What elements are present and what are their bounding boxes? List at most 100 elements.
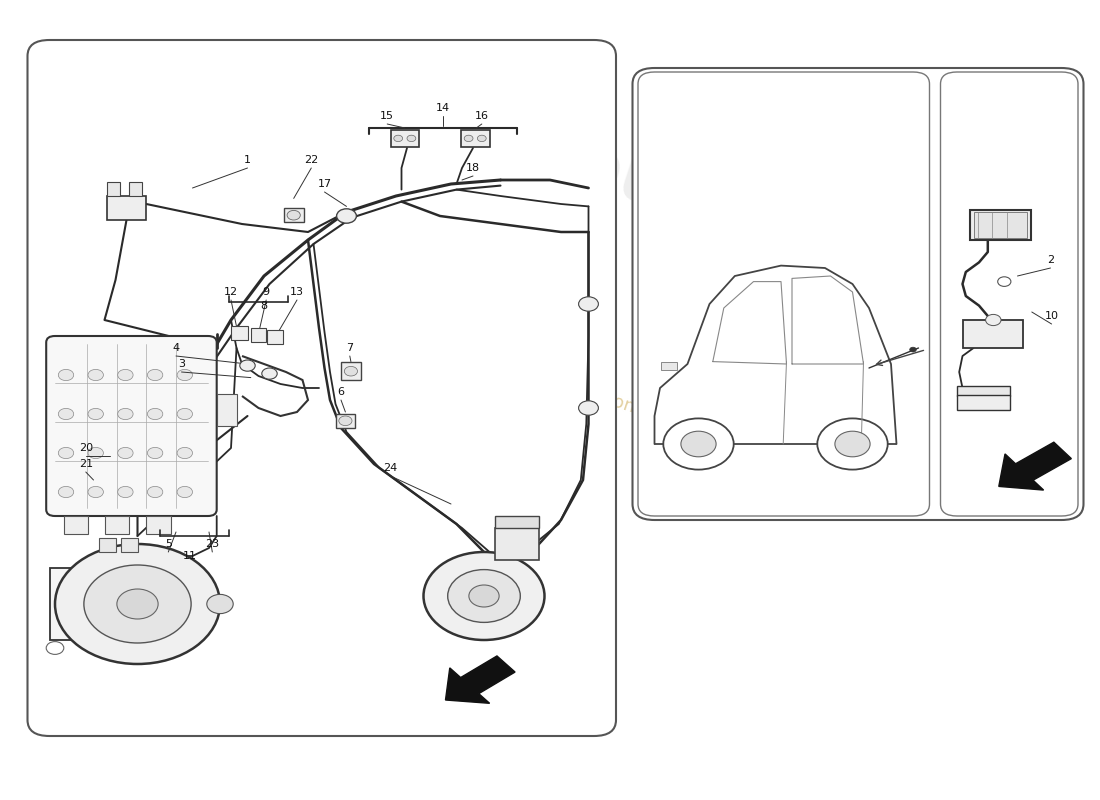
Circle shape: [58, 370, 74, 381]
Text: 23: 23: [206, 539, 219, 549]
Bar: [970, 210, 1031, 240]
Text: 22: 22: [305, 155, 318, 165]
Text: eurospares: eurospares: [564, 129, 1020, 335]
FancyBboxPatch shape: [28, 40, 616, 736]
Circle shape: [835, 431, 870, 457]
Bar: [495, 528, 539, 560]
Bar: [962, 320, 1023, 348]
Circle shape: [910, 347, 916, 352]
Bar: [957, 386, 1010, 396]
Text: 3: 3: [178, 359, 185, 369]
Circle shape: [337, 209, 356, 223]
Circle shape: [986, 314, 1001, 326]
Bar: [661, 362, 676, 370]
Circle shape: [579, 297, 598, 311]
Bar: [957, 395, 1010, 410]
Text: 15: 15: [381, 111, 394, 121]
Text: 13: 13: [290, 287, 304, 297]
Text: 14: 14: [437, 103, 450, 113]
Circle shape: [424, 552, 544, 640]
Text: 6: 6: [338, 387, 344, 397]
Text: 18: 18: [466, 163, 480, 173]
Circle shape: [448, 570, 520, 622]
Circle shape: [55, 544, 220, 664]
Bar: [461, 130, 490, 147]
Circle shape: [58, 447, 74, 458]
Circle shape: [46, 642, 64, 654]
Circle shape: [147, 486, 163, 498]
Circle shape: [177, 408, 192, 419]
Bar: [129, 182, 142, 196]
Text: 12: 12: [224, 287, 238, 297]
Bar: [107, 196, 146, 220]
Bar: [495, 516, 539, 528]
Bar: [104, 516, 129, 534]
Bar: [267, 330, 283, 344]
Bar: [217, 394, 236, 426]
Circle shape: [88, 408, 103, 419]
Circle shape: [344, 366, 358, 376]
Circle shape: [177, 447, 192, 458]
FancyBboxPatch shape: [632, 68, 1084, 520]
Circle shape: [477, 135, 486, 142]
Bar: [284, 208, 304, 222]
Circle shape: [147, 447, 163, 458]
Text: 10: 10: [1045, 311, 1058, 321]
Circle shape: [58, 408, 74, 419]
Circle shape: [147, 370, 163, 381]
Circle shape: [407, 135, 416, 142]
Circle shape: [84, 565, 191, 643]
Circle shape: [240, 360, 255, 371]
Circle shape: [177, 486, 192, 498]
Bar: [336, 414, 355, 428]
Circle shape: [998, 277, 1011, 286]
Bar: [390, 130, 419, 147]
Circle shape: [287, 210, 300, 220]
Circle shape: [681, 431, 716, 457]
Circle shape: [88, 447, 103, 458]
Bar: [231, 326, 248, 340]
Text: 9: 9: [263, 287, 270, 297]
Text: 24: 24: [384, 463, 397, 473]
Text: 16: 16: [475, 111, 488, 121]
Circle shape: [58, 486, 74, 498]
Text: 17: 17: [318, 179, 331, 189]
Circle shape: [147, 408, 163, 419]
Circle shape: [663, 418, 734, 470]
Circle shape: [117, 589, 158, 619]
Bar: [64, 516, 88, 534]
Text: 2: 2: [1047, 255, 1054, 265]
Circle shape: [88, 486, 103, 498]
Circle shape: [118, 408, 133, 419]
Text: 20: 20: [79, 443, 92, 453]
Bar: [50, 568, 104, 640]
Circle shape: [177, 370, 192, 381]
FancyBboxPatch shape: [46, 336, 217, 516]
Bar: [341, 362, 361, 380]
Text: 1: 1: [244, 155, 251, 165]
Text: 4: 4: [173, 343, 179, 353]
Text: 11: 11: [184, 551, 197, 561]
FancyBboxPatch shape: [638, 72, 930, 516]
Bar: [99, 538, 116, 552]
Circle shape: [579, 401, 598, 415]
Circle shape: [88, 370, 103, 381]
Polygon shape: [999, 442, 1071, 490]
Circle shape: [464, 135, 473, 142]
Circle shape: [817, 418, 888, 470]
Bar: [974, 212, 1027, 238]
Bar: [107, 182, 120, 196]
Text: a passion for parts since 1985: a passion for parts since 1985: [550, 374, 814, 474]
Circle shape: [339, 416, 352, 426]
Text: 5: 5: [165, 539, 172, 549]
Circle shape: [469, 585, 499, 607]
Bar: [251, 328, 266, 342]
Text: 7: 7: [346, 343, 353, 353]
Circle shape: [262, 368, 277, 379]
Circle shape: [207, 594, 233, 614]
FancyBboxPatch shape: [940, 72, 1078, 516]
Circle shape: [118, 486, 133, 498]
Circle shape: [118, 447, 133, 458]
Polygon shape: [446, 656, 515, 703]
Bar: [146, 516, 170, 534]
